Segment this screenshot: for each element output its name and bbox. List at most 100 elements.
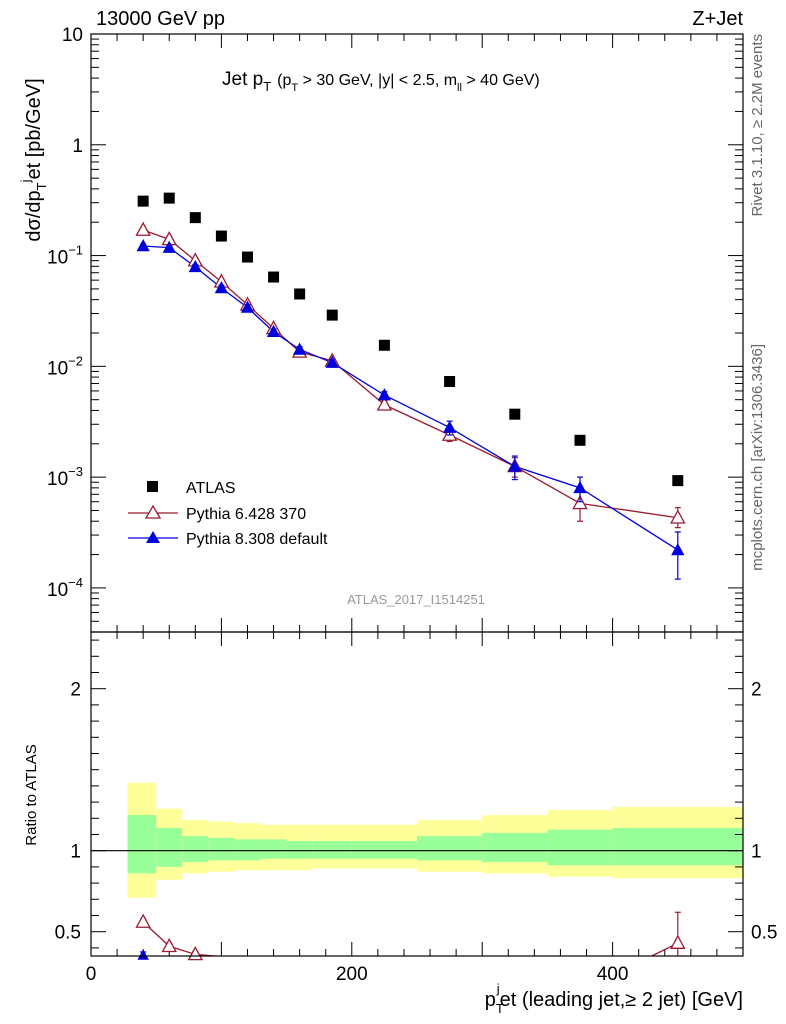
stat-uncertainty-band — [182, 836, 209, 863]
main-ytick-label: 1 — [72, 136, 83, 157]
xtick-label: 0 — [86, 964, 97, 985]
ratio-ytick-label-right: 2 — [751, 680, 762, 701]
data-point-atlas — [326, 309, 338, 321]
data-point-pythia6 — [376, 396, 393, 411]
header-right-title: Z+Jet — [692, 8, 743, 30]
data-point-pythia8 — [325, 355, 339, 368]
ratio-point-pythia6 — [670, 934, 686, 949]
main-ytick-label: 10−4 — [47, 575, 83, 601]
xlabel: pTjet (leading jet,≥ 2 jet) [GeV] — [485, 981, 743, 1016]
data-point-pythia8 — [162, 240, 176, 253]
legend-atlas-label: ATLAS — [186, 480, 236, 497]
rivet-label: Rivet 3.1.10, ≥ 2.2M events — [749, 34, 766, 217]
ratio-ytick-label-right: 1 — [751, 842, 762, 863]
ylabel-tail: et [pb/GeV] — [23, 78, 45, 179]
mcplots-label: mcplots.cern.ch [arXiv:1306.3436] — [749, 344, 766, 571]
ratio-point-pythia6 — [135, 913, 151, 928]
header-left-title: 13000 GeV pp — [96, 8, 225, 30]
data-point-pythia8 — [240, 300, 255, 313]
title-main: Jet p — [222, 69, 263, 90]
tick-base: 10 — [47, 248, 68, 269]
data-point-pythia8 — [573, 480, 587, 494]
legend: ATLAS Pythia 6.428 370 Pythia 8.308 defa… — [128, 480, 328, 548]
data-point-pythia6 — [135, 221, 151, 236]
data-point-atlas — [509, 408, 521, 420]
data-point-atlas — [378, 339, 390, 351]
data-point-pythia8 — [671, 542, 685, 556]
stat-uncertainty-band — [547, 829, 613, 866]
title-cuts-b: > 30 GeV, |y| < 2.5, m — [298, 72, 457, 89]
main-title: Jet pT (pT > 30 GeV, |y| < 2.5, mll > 40 … — [222, 69, 540, 94]
ratio-ylabel: Ratio to ATLAS — [23, 744, 40, 845]
ratio-series-line-0 — [142, 921, 215, 957]
series-line-1 — [142, 229, 678, 519]
main-ytick-label: 10 — [62, 25, 83, 46]
data-point-atlas — [574, 434, 586, 446]
ratio-panel-frame — [90, 631, 744, 957]
tick-exponent: −3 — [68, 464, 83, 479]
stat-uncertainty-band — [234, 839, 261, 861]
ratio-ytick-label: 1 — [70, 842, 81, 863]
legend-py8-marker — [146, 531, 160, 543]
xlabel-tail: et (leading jet,≥ 2 jet) [GeV] — [500, 989, 743, 1011]
data-point-pythia8 — [188, 259, 202, 273]
data-point-atlas — [268, 271, 280, 283]
xlabel-sup: j — [496, 981, 500, 996]
xlabel-main: p — [485, 989, 496, 1011]
xlabel-sub: T — [496, 1001, 504, 1016]
tick-exponent: −1 — [68, 243, 83, 258]
data-point-atlas — [294, 288, 306, 300]
data-point-atlas — [241, 251, 253, 263]
stat-uncertainty-band — [417, 836, 483, 861]
tick-exponent: −2 — [68, 353, 83, 368]
data-point-atlas — [444, 375, 456, 387]
title-cuts-a-sub: T — [291, 82, 298, 94]
xtick-label: 200 — [336, 964, 368, 985]
tick-base: 10 — [47, 580, 68, 601]
data-point-pythia8 — [136, 238, 150, 252]
main-ylabel: dσ/dpTjet [pb/GeV] — [18, 78, 49, 241]
title-cuts-a: (p — [277, 72, 291, 89]
xtick-label: 400 — [597, 964, 629, 985]
ratio-axis-ticks: 2 21 10.5 0.50 200 400 — [55, 632, 777, 985]
legend-py6-marker — [144, 504, 162, 519]
tick-exponent: −4 — [68, 575, 83, 590]
analysis-id: ATLAS_2017_I1514251 — [347, 592, 485, 607]
stat-uncertainty-band — [612, 828, 743, 866]
main-series-marks — [135, 192, 686, 580]
stat-uncertainty-band — [127, 815, 157, 874]
stat-uncertainty-band — [260, 839, 287, 859]
data-point-atlas — [189, 212, 201, 224]
main-ytick-label: 10−2 — [47, 353, 83, 379]
ratio-series-marks — [135, 911, 686, 961]
title-main-sub: T — [263, 79, 271, 94]
tick-base: 10 — [47, 358, 68, 379]
ratio-bands — [91, 782, 743, 898]
data-point-pythia6 — [670, 509, 686, 524]
ratio-point-pythia8 — [137, 949, 149, 960]
tick-base: 10 — [47, 469, 68, 490]
data-point-pythia8 — [266, 324, 281, 338]
main-ytick-label: 10−1 — [47, 243, 83, 269]
data-point-atlas — [215, 230, 227, 242]
legend-py6-label: Pythia 6.428 370 — [186, 506, 306, 523]
ylabel-sub: T — [34, 182, 49, 190]
data-point-pythia6 — [572, 494, 588, 510]
stat-uncertainty-band — [312, 840, 352, 859]
data-point-pythia8 — [377, 388, 392, 401]
title-cuts-b-sub: ll — [457, 82, 462, 94]
title-cuts-c: > 40 GeV) — [462, 72, 540, 89]
stat-uncertainty-band — [286, 840, 313, 859]
legend-atlas-marker — [147, 481, 158, 492]
stat-uncertainty-band — [482, 832, 548, 863]
data-point-atlas — [163, 192, 175, 204]
ratio-point-pythia6 — [161, 937, 177, 953]
stat-uncertainty-band — [156, 828, 183, 867]
ratio-ytick-label: 2 — [70, 680, 81, 701]
ylabel-sup: j — [18, 179, 33, 183]
legend-py8-label: Pythia 8.308 default — [186, 531, 328, 548]
data-point-atlas — [137, 195, 149, 207]
data-point-pythia8 — [214, 280, 229, 294]
